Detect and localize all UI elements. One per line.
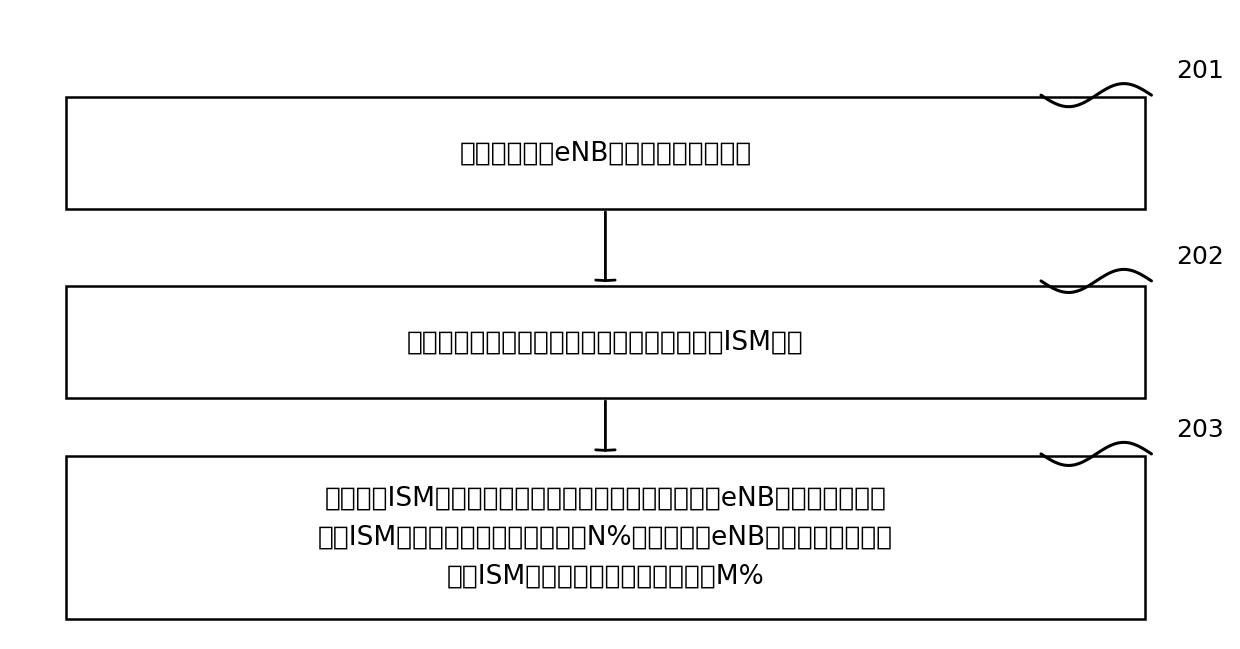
Text: 根据所述自主拒绝参数采用自主拒绝方式进行ISM传输: 根据所述自主拒绝参数采用自主拒绝方式进行ISM传输: [407, 329, 804, 355]
Text: 接收演进基站eNB下发的自主拒绝参数: 接收演进基站eNB下发的自主拒绝参数: [459, 140, 751, 166]
Text: 201: 201: [1176, 60, 1224, 84]
Bar: [66, 456, 1146, 619]
Text: 202: 202: [1176, 245, 1224, 269]
Text: 统计进行ISM传输的时间长度及在时间轴上的位置，向eNB上报单位时间内
进行ISM传输的子帧个数或子帧比例N%，或者，向eNB上报单位时间内进
行非ISM传输的: 统计进行ISM传输的时间长度及在时间轴上的位置，向eNB上报单位时间内 进行IS…: [317, 485, 893, 589]
Bar: [66, 286, 1146, 398]
Bar: [66, 97, 1146, 209]
Text: 203: 203: [1176, 418, 1224, 442]
